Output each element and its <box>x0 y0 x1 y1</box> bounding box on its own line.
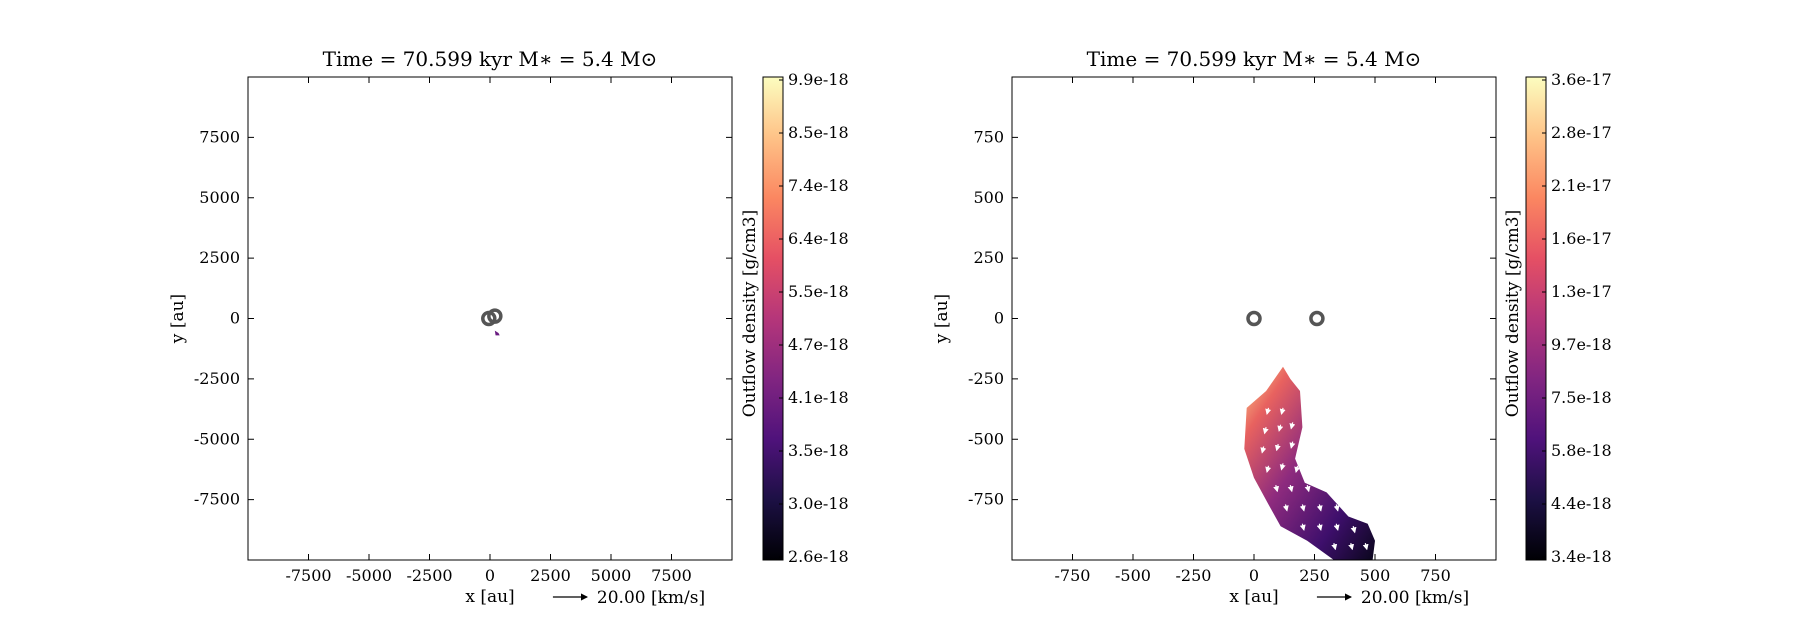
x-tick-label: 0 <box>485 566 495 585</box>
x-axis-label: x [au] <box>1229 587 1278 607</box>
velocity-vector <box>1299 523 1306 531</box>
x-tick-label: 7500 <box>651 566 692 585</box>
velocity-vector <box>1304 484 1311 493</box>
panel-1: -7500 -5000 -2500 0 2500 5000 7500 7500 5000 2500… <box>168 47 849 608</box>
x-tick-label: -7500 <box>285 566 331 585</box>
velocity-vector <box>1260 446 1267 454</box>
y-tick-label: -750 <box>968 490 1004 509</box>
y-tick-label: 0 <box>230 309 240 328</box>
y-tick-label: 250 <box>973 248 1004 267</box>
sink-particle-marker <box>1246 310 1262 327</box>
colorbar-tick-label: 9.7e-18 <box>1551 335 1612 354</box>
x-tick-label: -250 <box>1176 566 1212 585</box>
x-axis-label: x [au] <box>465 587 514 607</box>
x-tick-label: -750 <box>1055 566 1091 585</box>
x-tick-label: 2500 <box>530 566 571 585</box>
colorbar-tick-label: 1.3e-17 <box>1551 282 1612 301</box>
y-axis-label: y [au] <box>932 294 952 344</box>
quiver-key-label: 20.00 [km/s] <box>597 588 705 608</box>
velocity-vector <box>1287 484 1294 493</box>
outflow-region <box>494 330 500 336</box>
colorbar-label: Outflow density [g/cm3] <box>740 210 760 417</box>
chart-title: Time = 70.599 kyr M∗ = 5.4 M⊙ <box>323 47 658 71</box>
velocity-vector <box>1289 422 1296 430</box>
y-tick-label: -5000 <box>194 429 240 448</box>
colorbar-tick-label: 2.6e-18 <box>788 547 849 566</box>
velocity-vector <box>1316 504 1323 512</box>
colorbar-tick-label: 3.0e-18 <box>788 494 849 513</box>
y-tick-label: -2500 <box>194 369 240 388</box>
y-tick-label: 2500 <box>199 248 240 267</box>
x-tick-label: 250 <box>1299 566 1330 585</box>
x-tick-label: 500 <box>1360 566 1391 585</box>
x-tick-label: 0 <box>1249 566 1259 585</box>
sink-particle-marker <box>1309 310 1325 327</box>
y-tick-label: 0 <box>994 309 1004 328</box>
colorbar-tick-label: 3.5e-18 <box>788 441 849 460</box>
colorbar-tick-label: 3.4e-18 <box>1551 547 1612 566</box>
velocity-vector <box>1299 504 1306 512</box>
velocity-vector <box>1294 465 1301 473</box>
colorbar-tick-label: 4.4e-18 <box>1551 494 1612 513</box>
velocity-vector <box>1289 441 1296 449</box>
colorbar-tick-label: 1.6e-17 <box>1551 229 1612 248</box>
velocity-vector <box>1262 427 1269 435</box>
quiver-key-label: 20.00 [km/s] <box>1361 588 1469 608</box>
velocity-vector <box>1277 424 1284 432</box>
y-tick-label: -500 <box>968 429 1004 448</box>
velocity-vector <box>1333 504 1340 512</box>
velocity-vector <box>1274 443 1281 452</box>
colorbar-tick-label: 8.5e-18 <box>788 123 849 142</box>
outflow-region <box>1244 366 1375 560</box>
colorbar <box>1525 76 1547 561</box>
velocity-vector <box>1333 523 1340 531</box>
y-tick-label: 750 <box>973 127 1004 146</box>
chart-title: Time = 70.599 kyr M∗ = 5.4 M⊙ <box>1087 47 1422 71</box>
velocity-vector <box>1282 504 1289 512</box>
y-tick-label: 500 <box>973 188 1004 207</box>
colorbar-tick-label: 5.5e-18 <box>788 282 849 301</box>
colorbar-tick-label: 7.4e-18 <box>788 176 849 195</box>
x-tick-label: -2500 <box>406 566 452 585</box>
colorbar-tick-label: 7.5e-18 <box>1551 388 1612 407</box>
velocity-vector <box>1350 526 1357 534</box>
y-tick-label: -7500 <box>194 490 240 509</box>
y-tick-label: 5000 <box>199 188 240 207</box>
colorbar-tick-label: 4.7e-18 <box>788 335 849 354</box>
velocity-vector <box>1273 484 1280 493</box>
y-axis-label: y [au] <box>168 294 188 344</box>
velocity-vector <box>1265 465 1272 473</box>
y-tick-label: -250 <box>968 369 1004 388</box>
x-tick-label: -5000 <box>346 566 392 585</box>
sink-particle-marker <box>487 308 503 324</box>
x-tick-label: 750 <box>1420 566 1451 585</box>
y-tick-label: 7500 <box>199 127 240 146</box>
colorbar-tick-label: 5.8e-18 <box>1551 441 1612 460</box>
velocity-vector <box>1279 407 1286 416</box>
colorbar <box>762 76 784 561</box>
velocity-vector <box>1265 407 1272 416</box>
plot-area <box>1012 77 1496 560</box>
velocity-vector <box>1316 523 1323 531</box>
panel-2: -750 -500 -250 0 250 500 750 750 500 250 0 -250 -500… <box>932 47 1612 608</box>
colorbar-tick-label: 6.4e-18 <box>788 229 849 248</box>
colorbar-tick-label: 2.8e-17 <box>1551 123 1612 142</box>
velocity-vector <box>1362 542 1369 551</box>
colorbar-tick-label: 2.1e-17 <box>1551 176 1612 195</box>
velocity-vector <box>1348 542 1355 551</box>
colorbar-label: Outflow density [g/cm3] <box>1503 210 1523 417</box>
colorbar-tick-label: 3.6e-17 <box>1551 70 1612 89</box>
colorbar-tick-label: 4.1e-18 <box>788 388 849 407</box>
x-tick-label: -500 <box>1115 566 1151 585</box>
velocity-vector <box>1279 463 1286 471</box>
velocity-vector <box>1331 542 1338 551</box>
x-tick-label: 5000 <box>591 566 632 585</box>
colorbar-tick-label: 9.9e-18 <box>788 70 849 89</box>
